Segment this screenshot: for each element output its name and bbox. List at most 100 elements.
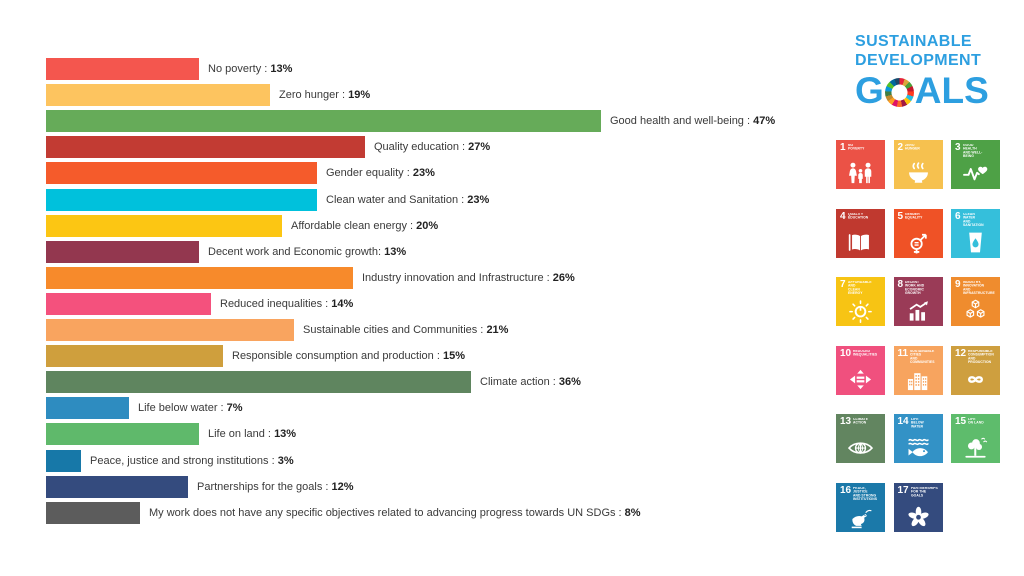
bar-row: Zero hunger : 19% (46, 84, 816, 106)
bar-row: Reduced inequalities : 14% (46, 293, 816, 315)
bar-label: Responsible consumption and production :… (232, 345, 465, 367)
bar-label: Gender equality : 23% (326, 162, 435, 184)
bar-label-text: Affordable clean energy : (291, 220, 417, 232)
bar-label-value: 14% (331, 298, 354, 310)
bar-label-value: 23% (467, 194, 490, 206)
bar-label: No poverty : 13% (208, 58, 292, 80)
city-buildings-icon (894, 366, 943, 393)
logo-goals-als: ALS (914, 70, 989, 111)
tile-number: 3 (955, 142, 961, 153)
tile-title: PEACE, JUSTICE AND STRONG INSTITUTIONS (853, 486, 878, 501)
logo-goals-g: G (855, 70, 884, 111)
tile-title: DECENT WORK AND ECONOMIC GROWTH (905, 281, 925, 296)
tile-header: 15 LIFE ON LAND (951, 414, 1000, 431)
bar-label: My work does not have any specific objec… (149, 502, 641, 524)
tile-number: 16 (840, 484, 852, 496)
bar-row: Peace, justice and strong institutions :… (46, 450, 816, 472)
bar-label: Partnerships for the goals : 12% (197, 476, 354, 498)
tile-header: 11 SUSTAINABLE CITIES AND COMMUNITIES (894, 346, 943, 376)
bar-label-text: Peace, justice and strong institutions : (90, 455, 278, 467)
bar-row: Climate action : 36% (46, 371, 816, 393)
tile-number: 13 (840, 416, 852, 427)
tile-number: 14 (897, 416, 909, 427)
bar (46, 345, 223, 367)
sdg-bar-chart: No poverty : 13% Zero hunger : 19% Good he… (46, 58, 816, 528)
tile-number: 2 (897, 142, 904, 153)
bar-label-value: 36% (558, 376, 581, 388)
tile-header: 7 AFFORDABLE AND CLEAN ENERGY (836, 277, 885, 307)
bar (46, 397, 129, 419)
bar-label-text: Sustainable cities and Communities : (303, 324, 487, 336)
bar-row: Life on land : 13% (46, 423, 816, 445)
tile-title: LIFE ON LAND (968, 418, 984, 425)
bar (46, 84, 270, 106)
tile-number: 15 (955, 416, 967, 427)
bar-label: Quality education : 27% (374, 136, 490, 158)
bar (46, 162, 317, 184)
bar-row: Affordable clean energy : 20% (46, 215, 816, 237)
infinity-icon (951, 366, 1000, 393)
sdg-tile-2: 2 ZERO HUNGER (893, 140, 943, 189)
tile-number: 17 (897, 484, 909, 496)
heartbeat-heart-icon (951, 160, 1000, 187)
bar-label-text: Responsible consumption and production : (232, 350, 443, 362)
tile-title: GOOD HEALTH AND WELL-BEING (962, 144, 982, 159)
bar-label: Life on land : 13% (208, 423, 296, 445)
logo-word-development: DEVELOPMENT (855, 52, 982, 69)
dove-icon (836, 503, 885, 530)
bar-label: Good health and well-being : 47% (610, 110, 775, 132)
tile-title: PARTNERSHIPS FOR THE GOALS (910, 486, 938, 498)
bar-label-text: Reduced inequalities : (220, 298, 332, 310)
bar-label: Zero hunger : 19% (279, 84, 370, 106)
tile-number: 4 (840, 210, 846, 222)
sdg-tile-17: 17 PARTNERSHIPS FOR THE GOALS (893, 482, 943, 532)
bar-label-value: 21% (486, 324, 509, 336)
bar (46, 215, 282, 237)
bar (46, 502, 140, 524)
bar-label-value: 20% (416, 220, 439, 232)
tile-title: SUSTAINABLE CITIES AND COMMUNITIES (910, 349, 935, 364)
bar-label-text: My work does not have any specific objec… (149, 507, 625, 519)
bar (46, 58, 199, 80)
open-book-icon (836, 229, 885, 256)
bar-label-text: Partnerships for the goals : (197, 481, 332, 493)
sdg-logo: SUSTAINABLE DEVELOPMENT G ALS (855, 32, 989, 110)
tile-header: 17 PARTNERSHIPS FOR THE GOALS (894, 483, 943, 506)
sdg-tile-14: 14 LIFE BELOW WATER (893, 414, 943, 463)
sdg-tile-13: 13 CLIMATE ACTION (836, 414, 885, 463)
bar-label: Affordable clean energy : 20% (291, 215, 438, 237)
bar-label: Industry innovation and Infrastructure :… (362, 267, 575, 289)
bar-label-text: Clean water and Sanitation : (326, 194, 468, 206)
tile-header: 8 DECENT WORK AND ECONOMIC GROWTH (894, 277, 943, 307)
tile-title: CLIMATE ACTION (853, 418, 869, 425)
tile-header: 4 QUALITY EDUCATION (836, 209, 885, 226)
bar-label-text: Good health and well-being : (610, 115, 754, 127)
bar-label: Peace, justice and strong institutions :… (90, 450, 294, 472)
sdg-tile-5: 5 GENDER EQUALITY (893, 208, 943, 258)
bar-label-value: 8% (624, 507, 641, 519)
bar (46, 293, 211, 315)
bar (46, 241, 199, 263)
tile-number: 10 (840, 347, 852, 359)
bar-label: Climate action : 36% (480, 371, 581, 393)
sdg-tile-12: 12 RESPONSIBLE CONSUMPTION AND PRODUCTION (951, 345, 1000, 395)
sdg-tile-6: 6 CLEAN WATER AND SANITATION (951, 208, 1000, 258)
tile-number: 11 (897, 347, 909, 359)
bar-label-value: 26% (552, 272, 575, 284)
tile-title: RESPONSIBLE CONSUMPTION AND PRODUCTION (968, 349, 994, 364)
bar-label-value: 23% (412, 167, 435, 179)
bar-label-text: Life below water : (138, 402, 227, 414)
bar-row: No poverty : 13% (46, 58, 816, 80)
sdg-tile-10: 10 REDUCED INEQUALITIES (836, 345, 885, 395)
sdg-tile-1: 1 NO POVERTY (836, 140, 885, 189)
sdg-tile-11: 11 SUSTAINABLE CITIES AND COMMUNITIES (893, 345, 943, 395)
bar-label-text: Zero hunger : (279, 89, 349, 101)
tile-header: 1 NO POVERTY (836, 140, 885, 157)
bowl-steam-icon (894, 160, 943, 187)
tile-header: 14 LIFE BELOW WATER (894, 414, 943, 437)
tile-title: AFFORDABLE AND CLEAN ENERGY (847, 281, 872, 296)
tile-header: 2 ZERO HUNGER (894, 140, 943, 157)
rosette-icon (894, 503, 943, 530)
sdg-tile-16: 16 PEACE, JUSTICE AND STRONG INSTITUTIONS (836, 482, 885, 532)
bar (46, 136, 365, 158)
